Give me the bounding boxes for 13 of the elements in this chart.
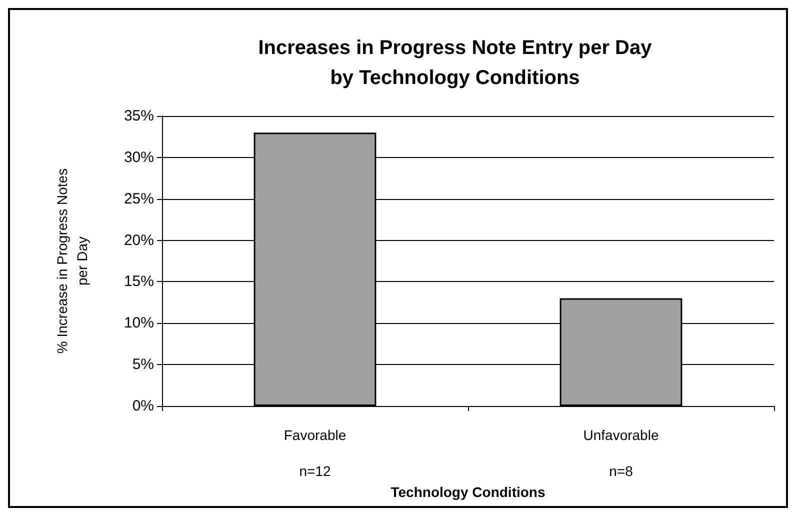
- chart-title: Increases in Progress Note Entry per Day by Technology Conditions: [258, 37, 653, 89]
- y-tick-label: 15%: [124, 273, 154, 290]
- x-axis-title: Technology Conditions: [390, 484, 546, 500]
- y-tick-label: 10%: [124, 314, 154, 332]
- y-axis-title: % Increase in Progress Notes per Day: [54, 168, 90, 354]
- y-tick-label: 25%: [124, 190, 154, 208]
- y-tick-label: 0%: [132, 398, 154, 414]
- category-label: Favorable n=12: [284, 427, 346, 479]
- y-tick-label: 5%: [132, 356, 154, 374]
- y-tick-label: 20%: [124, 232, 154, 249]
- y-tick-label: 35%: [124, 108, 154, 124]
- y-tick-label: 30%: [124, 148, 154, 166]
- category-label: Unfavorable n=8: [583, 427, 659, 479]
